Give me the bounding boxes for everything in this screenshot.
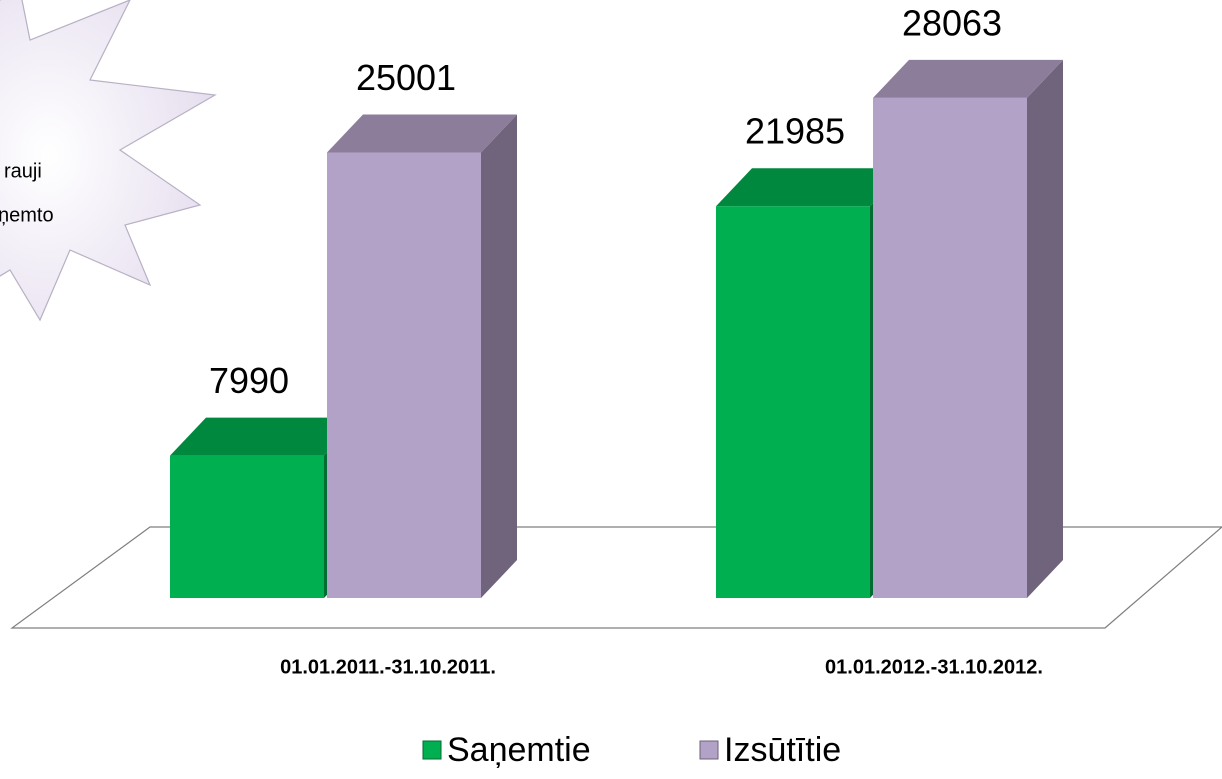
value-label: 25001 (356, 57, 456, 98)
bar-top (873, 59, 1063, 98)
x-tick-label: 01.01.2012.-31.10.2012. (825, 656, 1043, 678)
legend-label: Saņemtie (447, 731, 591, 769)
star-callout (0, 0, 217, 322)
value-label: 21985 (745, 111, 845, 152)
legend-swatch (422, 740, 442, 760)
value-label: 28063 (902, 2, 1002, 43)
value-label: 7990 (209, 360, 289, 401)
bar (170, 455, 324, 598)
bar (873, 97, 1027, 598)
bar-side (1027, 59, 1063, 598)
bar (327, 152, 481, 598)
bar-top (716, 168, 906, 207)
bar-top (327, 114, 517, 153)
bar (716, 206, 870, 598)
annotation: ņemto (0, 204, 54, 226)
bar-side (481, 114, 517, 598)
legend-label: Izsūtītie (724, 731, 841, 769)
annotation: rauji (4, 160, 42, 182)
legend-swatch (699, 740, 719, 760)
floor (10, 526, 1222, 629)
x-tick-label: 01.01.2011.-31.10.2011. (280, 656, 496, 678)
bar-top (170, 417, 360, 456)
